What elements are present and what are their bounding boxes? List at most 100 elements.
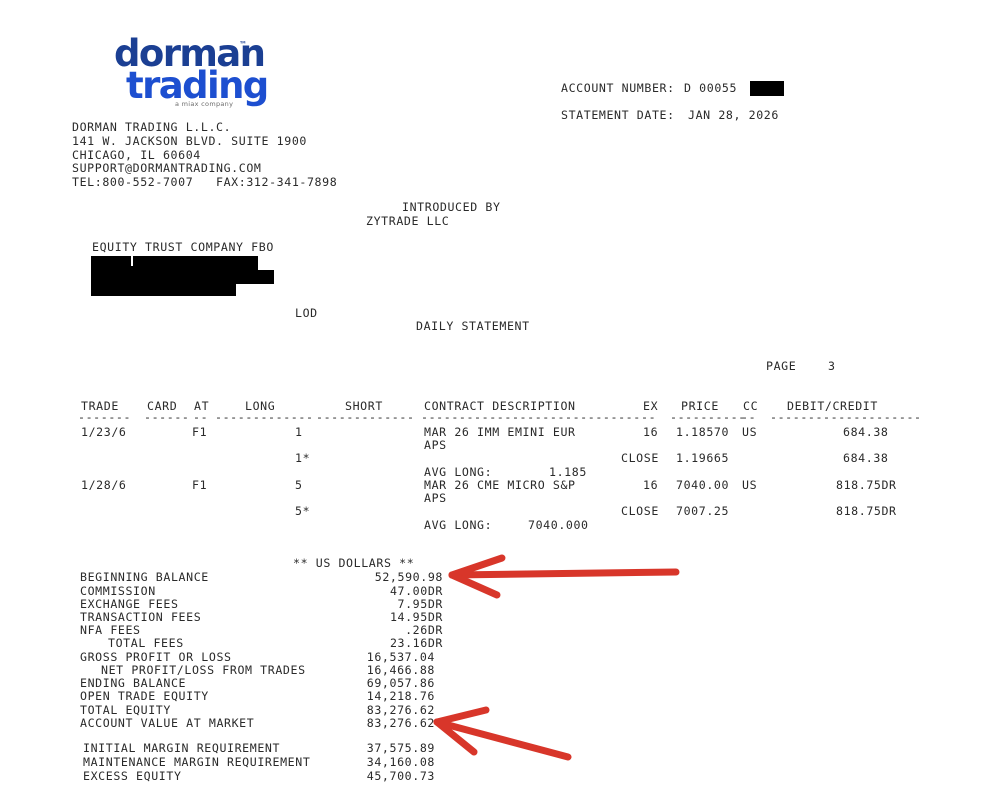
dorman-trading-logo: dorman trading ™ a miax company (112, 32, 269, 112)
avg-long-label: AVG LONG: (424, 465, 493, 479)
avg-long-label: AVG LONG: (424, 518, 493, 532)
account-number-label: ACCOUNT NUMBER: (561, 81, 675, 95)
table-row: 16 (643, 425, 659, 439)
rule-debit-credit: -------------------- (770, 410, 922, 424)
column-header-trade: TRADE (81, 399, 119, 413)
table-row: 1.18570 (676, 425, 730, 439)
summary-label-commission: COMMISSION (80, 584, 156, 598)
rule-at: -- (193, 410, 209, 424)
column-header-cc: CC (743, 399, 759, 413)
summary-label-ending-balance: ENDING BALANCE (80, 676, 187, 690)
column-header-at: AT (194, 399, 210, 413)
firm-address-line2: CHICAGO, IL 60604 (72, 148, 201, 162)
column-header-contract-description: CONTRACT DESCRIPTION (424, 399, 576, 413)
margin-value-initial-margin-requirement: 37,575.89 (366, 741, 435, 755)
table-row: 1/28/6 (81, 478, 127, 492)
summary-label-gross-profit-or-loss: GROSS PROFIT OR LOSS (80, 650, 232, 664)
table-row: 7007.25 (676, 504, 730, 518)
table-row: 16 (643, 478, 659, 492)
table-row: MAR 26 CME MICRO S&P (424, 478, 576, 492)
summary-label-account-value-at-market: ACCOUNT VALUE AT MARKET (80, 716, 255, 730)
summary-value-transaction-fees: 14.95DR (389, 610, 443, 624)
table-row: F1 (192, 478, 208, 492)
column-header-price: PRICE (681, 399, 719, 413)
firm-name: DORMAN TRADING L.L.C. (72, 120, 232, 134)
table-row: APS (424, 491, 447, 505)
table-row: 5 (295, 478, 303, 492)
summary-value-open-trade-equity: 14,218.76 (366, 689, 435, 703)
summary-value-ending-balance: 69,057.86 (366, 676, 435, 690)
avg-long-value: 7040.000 (528, 518, 589, 532)
summary-value-account-value-at-market: 83,276.62 (366, 716, 435, 730)
margin-label-excess-equity: EXCESS EQUITY (83, 769, 182, 783)
account-number-value: D 00055 (684, 81, 738, 95)
logo-word-dorman: dorman (114, 32, 266, 75)
lod-label: LOD (295, 306, 318, 320)
margin-value-maintenance-margin-requirement: 34,160.08 (366, 755, 435, 769)
summary-value-total-fees: 23.16DR (389, 636, 443, 650)
account-holder-redaction-2 (91, 270, 274, 284)
rule-short: ------------- (316, 410, 415, 424)
rule-ex: -- (641, 410, 657, 424)
statement-date-value: JAN 28, 2026 (688, 108, 779, 122)
rule-cc: -- (741, 410, 757, 424)
column-header-long: LONG (245, 399, 276, 413)
table-row: 684.38 (843, 451, 889, 465)
table-row: US (742, 425, 758, 439)
summary-value-total-equity: 83,276.62 (366, 703, 435, 717)
summary-value-exchange-fees: 7.95DR (397, 597, 443, 611)
table-row: 1.19665 (676, 451, 730, 465)
summary-value-beginning-balance: 52,590.98 (374, 570, 443, 584)
summary-label-open-trade-equity: OPEN TRADE EQUITY (80, 689, 209, 703)
table-row: CLOSE (621, 504, 659, 518)
account-holder-name: EQUITY TRUST COMPANY FBO (92, 240, 274, 254)
introduced-by-label: INTRODUCED BY (402, 200, 501, 214)
avg-long-value: 1.185 (549, 465, 587, 479)
column-header-card: CARD (147, 399, 178, 413)
firm-address-line1: 141 W. JACKSON BLVD. SUITE 1900 (72, 134, 307, 148)
table-row: CLOSE (621, 451, 659, 465)
firm-email: SUPPORT@DORMANTRADING.COM (72, 161, 262, 175)
summary-label-transaction-fees: TRANSACTION FEES (80, 610, 202, 624)
statement-date-label: STATEMENT DATE: (561, 108, 675, 122)
summary-label-exchange-fees: EXCHANGE FEES (80, 597, 179, 611)
introducing-broker-name: ZYTRADE LLC (366, 214, 450, 228)
column-header-debit-credit: DEBIT/CREDIT (787, 399, 878, 413)
statement-title: DAILY STATEMENT (416, 319, 530, 333)
table-row: APS (424, 438, 447, 452)
summary-value-gross-profit-or-loss: 16,537.04 (366, 650, 435, 664)
table-row: 7040.00 (676, 478, 730, 492)
summary-label-beginning-balance: BEGINNING BALANCE (80, 570, 209, 584)
logo-tagline: a miax company (175, 100, 234, 108)
rule-card: ------ (144, 410, 190, 424)
page-label: PAGE (766, 359, 797, 373)
summary-value-commission: 47.00DR (389, 584, 443, 598)
redaction-gap (131, 256, 133, 266)
summary-label-total-equity: TOTAL EQUITY (80, 703, 171, 717)
summary-label-total-fees: TOTAL FEES (108, 636, 184, 650)
summary-value-net-profit-loss-from-trades: 16,466.88 (366, 663, 435, 677)
summary-value-nfa-fees: .26DR (405, 623, 443, 637)
account-value-arrow (433, 706, 572, 761)
margin-label-initial-margin-requirement: INITIAL MARGIN REQUIREMENT (83, 741, 281, 755)
table-row: MAR 26 IMM EMINI EUR (424, 425, 576, 439)
rule-contract: ----------------------------- (421, 410, 641, 424)
table-row: 1 (295, 425, 303, 439)
margin-value-excess-equity: 45,700.73 (366, 769, 435, 783)
account-holder-redaction-3 (91, 283, 236, 296)
table-row: 818.75DR (836, 504, 897, 518)
summary-label-nfa-fees: NFA FEES (80, 623, 141, 637)
table-row: F1 (192, 425, 208, 439)
rule-trade: ------- (78, 410, 132, 424)
rule-long: ------------- (215, 410, 314, 424)
table-row: 684.38 (843, 425, 889, 439)
page-number: 3 (828, 359, 836, 373)
table-row: 1/23/6 (81, 425, 127, 439)
account-number-redaction (750, 81, 784, 96)
trademark-icon: ™ (239, 40, 247, 49)
table-row: 818.75DR (836, 478, 897, 492)
logo-word-trading: trading (126, 63, 269, 107)
margin-label-maintenance-margin-requirement: MAINTENANCE MARGIN REQUIREMENT (83, 755, 311, 769)
rule-price: ---------- (670, 410, 746, 424)
